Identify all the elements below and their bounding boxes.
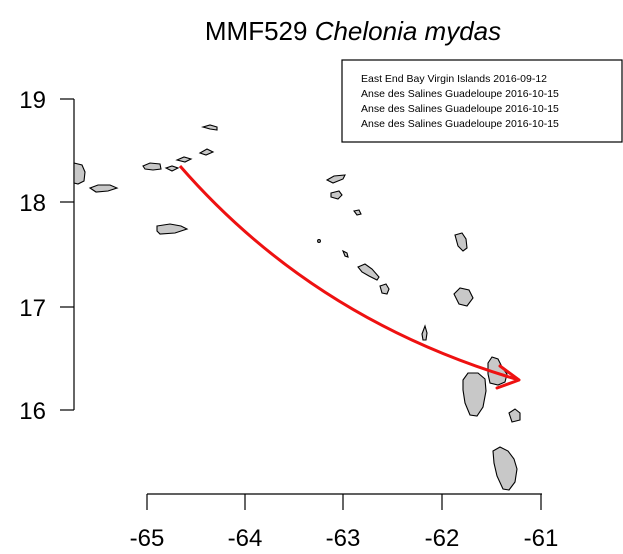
island-anegada	[200, 124, 218, 131]
legend-entry-4: Anse des Salines Guadeloupe 2016-10-15	[361, 118, 559, 130]
island-barbuda	[454, 232, 468, 252]
legend-entry-2: Anse des Salines Guadeloupe 2016-10-15	[361, 88, 559, 100]
legend: East End Bay Virgin Islands 2016-09-12 A…	[341, 59, 623, 143]
x-tick-label-62: -62	[425, 525, 460, 552]
island-st-thomas	[142, 162, 162, 171]
y-axis: 19 18 17 16	[19, 87, 75, 425]
island-saba	[317, 239, 321, 243]
x-tick-label-63: -63	[326, 525, 361, 552]
island-grande-terre	[487, 356, 508, 386]
island-virgin-gorda	[198, 148, 215, 156]
legend-box	[341, 59, 623, 143]
island-st-barthelemy	[353, 209, 362, 216]
islands	[73, 124, 521, 491]
island-st-martin	[330, 190, 343, 200]
island-anguilla	[325, 174, 346, 184]
legend-entry-3: Anse des Salines Guadeloupe 2016-10-15	[361, 103, 559, 115]
island-puerto-rico	[73, 162, 86, 185]
legend-entry-1: East End Bay Virgin Islands 2016-09-12	[361, 73, 547, 85]
island-st-eustatius	[341, 249, 349, 258]
title-prefix: MMF529	[205, 16, 315, 46]
plot-title: MMF529 Chelonia mydas	[205, 16, 501, 46]
island-montserrat	[421, 324, 428, 341]
x-tick-label-61: -61	[524, 525, 559, 552]
turtle-track	[178, 165, 521, 390]
island-nevis	[379, 283, 390, 295]
track-path	[178, 165, 520, 382]
y-tick-label-17: 17	[19, 295, 46, 322]
island-marie-galante	[508, 408, 521, 423]
x-tick-label-64: -64	[228, 525, 263, 552]
island-vieques	[88, 184, 119, 193]
island-antigua	[453, 287, 474, 307]
y-tick-label-19: 19	[19, 87, 46, 114]
title-species: Chelonia mydas	[315, 16, 501, 46]
island-st-john	[164, 165, 180, 172]
island-st-kitts	[357, 263, 380, 281]
y-tick-label-18: 18	[19, 190, 46, 217]
x-tick-label-65: -65	[130, 525, 165, 552]
island-st-croix	[156, 223, 189, 235]
x-axis: -65 -64 -63 -62 -61	[130, 493, 559, 552]
y-tick-label-16: 16	[19, 398, 46, 425]
island-dominica	[492, 446, 518, 491]
island-basse-terre	[462, 372, 487, 417]
island-tortola	[175, 156, 193, 163]
track-arrowhead	[495, 364, 521, 390]
